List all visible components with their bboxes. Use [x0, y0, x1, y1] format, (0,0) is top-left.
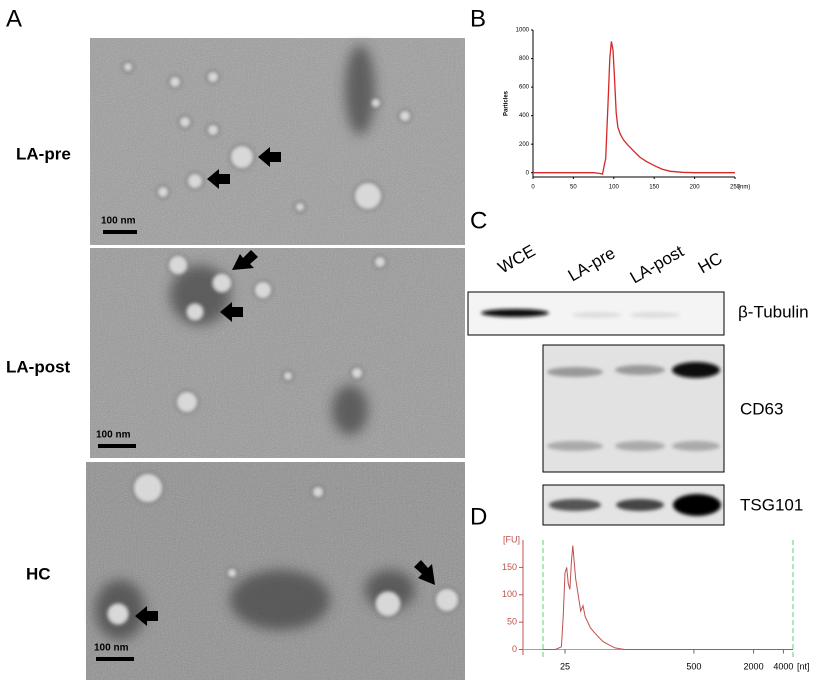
scale-bar [96, 657, 134, 661]
blot: WCE LA-pre LA-post HC β-Tubulin CD63 TSG… [467, 241, 809, 526]
y-tick-label: 150 [502, 562, 517, 572]
lane-label: WCE [495, 241, 539, 277]
marker-label: TSG101 [740, 495, 803, 514]
x-tick-label: 2000 [744, 661, 764, 671]
arrows [135, 147, 435, 626]
x-tick-label: 250 [730, 185, 741, 191]
x-tick-label: 4000 [773, 661, 793, 671]
y-tick-label: 50 [507, 617, 517, 627]
scale-bar [103, 230, 137, 234]
panel-label: D [470, 503, 487, 530]
row-label: HC [26, 564, 51, 583]
x-tick-label: 100 [609, 185, 620, 191]
y-tick-label: 800 [519, 56, 530, 62]
row-label: LA-pre [16, 144, 71, 163]
x-tick-label: 50 [570, 185, 577, 191]
row-label: LA-post [6, 357, 71, 376]
data-line [543, 545, 793, 650]
scale-bar [98, 444, 136, 448]
tem-panel: 100 nm 100 nm 100 nm LA-pre LA-post HC [6, 38, 465, 680]
lane-label: LA-pre [565, 243, 619, 285]
x-axis-label: [nt] [797, 661, 810, 671]
panel-label: C [470, 207, 487, 234]
x-tick-label: 200 [690, 185, 701, 191]
data-line [533, 41, 735, 175]
tem-noise [90, 38, 465, 245]
y-tick-label: 100 [502, 589, 517, 599]
x-axis-label: (nm) [738, 185, 750, 191]
y-tick-label: 600 [519, 85, 530, 91]
bands [481, 309, 721, 516]
vesicles [106, 61, 460, 626]
marker-label: β-Tubulin [738, 302, 809, 321]
lane-label: HC [695, 249, 726, 278]
y-tick-label: 400 [519, 113, 530, 119]
panel-label: B [470, 5, 486, 32]
y-tick-label: 0 [526, 170, 530, 176]
y-tick-label: 200 [519, 142, 530, 148]
panel-label: A [6, 5, 22, 32]
marker-label: CD63 [740, 399, 783, 418]
y-axis-label: [FU] [503, 534, 520, 544]
y-tick-label: 1000 [516, 28, 530, 34]
scale-bar-label: 100 nm [101, 216, 136, 227]
lane-label: LA-post [627, 241, 687, 287]
tem-noise [90, 248, 465, 458]
stain-blobs [95, 45, 415, 640]
x-tick-label: 0 [531, 185, 535, 191]
y-tick-label: 0 [512, 644, 517, 654]
scale-bar-label: 100 nm [94, 643, 129, 654]
scale-bar-label: 100 nm [96, 430, 131, 441]
y-axis-label: Particles [504, 90, 510, 116]
x-tick-label: 25 [560, 661, 570, 671]
x-tick-label: 150 [649, 185, 660, 191]
x-tick-label: 500 [686, 661, 701, 671]
